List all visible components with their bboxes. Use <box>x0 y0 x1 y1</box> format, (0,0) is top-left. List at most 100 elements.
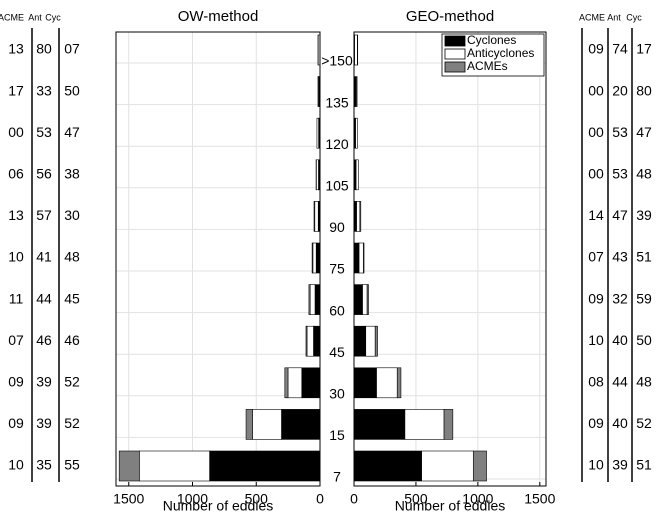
y-tick-label: 60 <box>329 302 345 318</box>
x-tick-label: 1000 <box>177 491 208 507</box>
table-cell: 30 <box>64 207 80 223</box>
table-cell: 47 <box>612 207 628 223</box>
bar-segment <box>354 34 358 66</box>
bar-segment <box>355 117 358 149</box>
table-cell: 51 <box>636 249 652 265</box>
table-cell: 46 <box>36 332 52 348</box>
table-cell: 10 <box>588 457 604 473</box>
x-tick-label: 500 <box>404 491 428 507</box>
bar-segment <box>305 325 308 357</box>
x-tick-label: 500 <box>245 491 269 507</box>
bar-segment <box>284 367 289 399</box>
table-cell: 39 <box>636 207 652 223</box>
bar-segment <box>311 242 314 274</box>
table-cell: 06 <box>8 166 24 182</box>
table-cell: 17 <box>636 41 652 57</box>
bar-segment <box>252 409 282 440</box>
table-cell: 40 <box>612 415 628 431</box>
table-cell: 10 <box>588 332 604 348</box>
table-cell: 46 <box>64 332 80 348</box>
bar-segment <box>316 117 319 149</box>
table-cell: 40 <box>612 332 628 348</box>
y-tick-label: 7 <box>333 469 341 485</box>
y-tick-label: 30 <box>329 386 345 402</box>
legend-label: ACMEs <box>467 59 508 73</box>
table-cell: 17 <box>8 82 24 98</box>
bar-segment <box>366 284 369 315</box>
table-cell: 57 <box>36 207 52 223</box>
table-cell: 47 <box>636 124 652 140</box>
bar-segment <box>308 284 311 315</box>
table-cell: 00 <box>588 82 604 98</box>
table-header: ACME <box>579 12 605 22</box>
bar-segment <box>358 242 364 274</box>
table-cell: 48 <box>64 249 80 265</box>
bar-segment <box>353 409 406 440</box>
y-tick-label: 75 <box>329 261 345 277</box>
bar-segment <box>315 242 321 274</box>
bar-segment <box>313 325 321 357</box>
x-tick-label: 0 <box>350 491 358 507</box>
bar-segment <box>396 367 402 399</box>
bar-segment <box>353 367 377 399</box>
x-tick-label: 1500 <box>113 491 144 507</box>
table-cell: 55 <box>64 457 80 473</box>
table-cell: 44 <box>36 290 52 306</box>
bar-segment <box>314 201 319 232</box>
table-cell: 33 <box>36 82 52 98</box>
y-tick-label: 90 <box>329 219 345 235</box>
legend-label: Anticyclones <box>467 46 534 60</box>
y-tick-label: 135 <box>325 94 349 110</box>
bar-segment <box>301 367 321 399</box>
table-header: Ant <box>607 12 621 22</box>
x-tick-label: 1500 <box>524 491 555 507</box>
table-cell: 09 <box>8 415 24 431</box>
bar-segment <box>118 450 140 482</box>
table-header: Cyc <box>45 12 61 22</box>
table-cell: 39 <box>36 415 52 431</box>
table-cell: 47 <box>64 124 80 140</box>
table-cell: 80 <box>36 41 52 57</box>
bar-segment <box>443 409 454 440</box>
table-cell: 80 <box>636 82 652 98</box>
table-cell: 51 <box>636 457 652 473</box>
bar-segment <box>355 159 359 191</box>
table-cell: 09 <box>588 415 604 431</box>
table-cell: 59 <box>636 290 652 306</box>
bar-segment <box>287 367 303 399</box>
table-cell: 45 <box>64 290 80 306</box>
table-cell: 09 <box>588 41 604 57</box>
bar-segment <box>356 76 358 107</box>
bar-segment <box>472 450 487 482</box>
y-tick-label: 120 <box>325 136 349 152</box>
legend-swatch <box>444 48 466 60</box>
x-tick-label: 0 <box>316 491 324 507</box>
table-cell: 10 <box>8 457 24 473</box>
bar-segment <box>365 325 376 357</box>
axes-frame <box>353 31 547 487</box>
y-tick-label: 105 <box>325 178 349 194</box>
table-cell: 52 <box>64 415 80 431</box>
table-cell: 38 <box>64 166 80 182</box>
bar-segment <box>316 159 319 191</box>
table-header: Ant <box>28 12 42 22</box>
chart-title: GEO-method <box>406 8 494 25</box>
bar-segment <box>139 450 210 482</box>
table-cell: 53 <box>36 124 52 140</box>
bar-segment <box>314 284 321 315</box>
bar-segment <box>404 409 445 440</box>
table-cell: 48 <box>636 374 652 390</box>
bar-segment <box>309 284 316 315</box>
bar-segment <box>306 325 314 357</box>
bar-segment <box>353 450 422 482</box>
table-cell: 00 <box>8 124 24 140</box>
table-cell: 07 <box>588 249 604 265</box>
bar-segment <box>209 450 321 482</box>
table-cell: 10 <box>8 249 24 265</box>
bar-segment <box>362 284 368 315</box>
bar-segment <box>281 409 321 440</box>
table-cell: 39 <box>612 457 628 473</box>
bar-segment <box>421 450 474 482</box>
table-cell: 50 <box>64 82 80 98</box>
